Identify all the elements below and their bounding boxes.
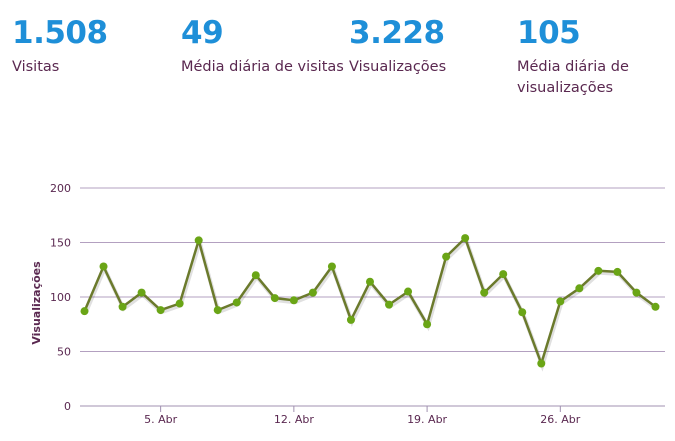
data-point[interactable] — [289, 296, 298, 305]
stat-value: 105 — [517, 15, 581, 51]
data-point[interactable] — [461, 234, 470, 243]
data-point[interactable] — [346, 315, 355, 324]
data-point[interactable] — [194, 236, 203, 245]
data-point[interactable] — [594, 266, 603, 275]
y-tick-label: 50 — [57, 346, 71, 359]
stat-value: 1.508 — [12, 15, 108, 51]
stat-label: Média diária de visualizações — [517, 59, 629, 96]
x-tick-label: 19. Abr — [407, 413, 447, 426]
data-point[interactable] — [385, 300, 394, 309]
data-point[interactable] — [213, 306, 222, 315]
series-shadow — [83, 235, 658, 372]
data-point[interactable] — [404, 287, 413, 296]
data-point[interactable] — [99, 262, 108, 271]
data-point[interactable] — [518, 308, 527, 317]
data-point[interactable] — [537, 359, 546, 368]
chart-grid — [80, 187, 665, 407]
stat-label: Visitas — [12, 59, 60, 75]
data-point[interactable] — [327, 262, 336, 271]
data-point[interactable] — [175, 299, 184, 308]
stat-daily-visits: 49 Média diária de visitas — [181, 14, 346, 78]
stat-label: Média diária de visitas — [181, 59, 344, 75]
data-point[interactable] — [575, 284, 584, 293]
x-tick-label: 5. Abr — [144, 413, 177, 426]
data-point[interactable] — [613, 267, 622, 276]
data-point[interactable] — [270, 294, 279, 303]
stat-visits: 1.508 Visitas — [12, 14, 172, 78]
data-point[interactable] — [137, 288, 146, 297]
chart-series — [80, 234, 660, 372]
data-point[interactable] — [499, 270, 508, 279]
data-point[interactable] — [651, 302, 660, 311]
data-point[interactable] — [156, 306, 165, 315]
data-point[interactable] — [118, 302, 127, 311]
data-point[interactable] — [251, 271, 260, 280]
data-point[interactable] — [442, 252, 451, 261]
y-axis-title: Visualizações — [30, 261, 43, 345]
stat-views: 3.228 Visualizações — [349, 14, 509, 78]
chart-axes: 0 50 100 150 200 5. Abr 12. Abr 19. Abr 26. Abr — [50, 182, 581, 426]
data-point[interactable] — [365, 277, 374, 286]
data-point[interactable] — [232, 298, 241, 307]
stat-value: 49 — [181, 15, 224, 51]
y-tick-label: 150 — [50, 237, 71, 250]
data-point[interactable] — [632, 288, 641, 297]
y-tick-label: 200 — [50, 182, 71, 195]
y-tick-label: 100 — [50, 291, 71, 304]
data-point[interactable] — [423, 320, 432, 329]
stat-daily-views: 105 Média diária de visualizações — [517, 14, 667, 99]
stat-value: 3.228 — [349, 15, 445, 51]
stat-label: Visualizações — [349, 59, 447, 75]
series-line — [83, 236, 657, 365]
x-tick-label: 12. Abr — [274, 413, 314, 426]
data-point[interactable] — [556, 297, 565, 306]
data-point[interactable] — [80, 307, 89, 316]
x-tick-label: 26. Abr — [540, 413, 580, 426]
data-point[interactable] — [480, 288, 489, 297]
y-tick-label: 0 — [64, 400, 71, 413]
data-point[interactable] — [308, 288, 317, 297]
